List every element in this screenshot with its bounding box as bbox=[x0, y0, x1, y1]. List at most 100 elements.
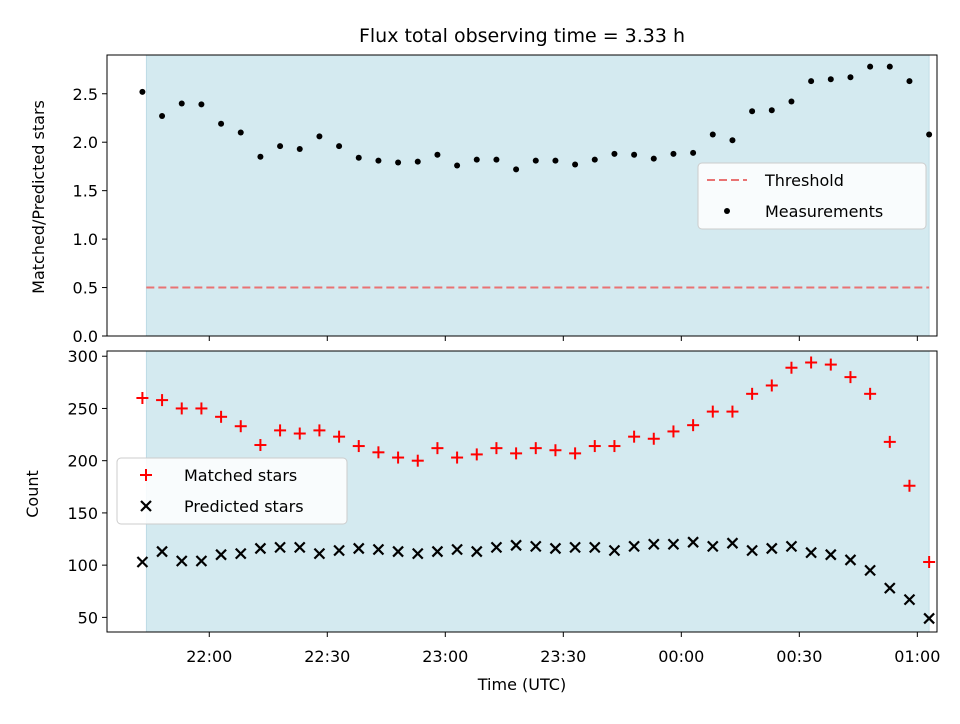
matched-stars-point bbox=[313, 424, 326, 437]
matched-stars-point bbox=[687, 419, 700, 432]
top-legend: Threshold Measurements bbox=[697, 162, 927, 230]
predicted-stars-point bbox=[667, 538, 680, 551]
predicted-stars-point bbox=[687, 536, 699, 548]
measurement-point bbox=[572, 161, 579, 168]
matched-stars-point bbox=[667, 425, 680, 438]
matched-stars-point bbox=[175, 402, 188, 415]
matched-stars-point bbox=[647, 432, 660, 445]
x-axis-label: Time (UTC) bbox=[477, 675, 566, 694]
matched-stars-point bbox=[431, 442, 444, 455]
measurement-point bbox=[650, 155, 657, 162]
measurement-point bbox=[395, 159, 402, 166]
matched-stars-point bbox=[608, 440, 621, 453]
matched-stars-point bbox=[274, 424, 287, 437]
predicted-stars-point bbox=[510, 539, 522, 552]
predicted-stars-point bbox=[234, 547, 247, 560]
measurement-point bbox=[827, 76, 834, 83]
predicted-stars-point bbox=[293, 541, 306, 554]
legend-swatch bbox=[724, 208, 730, 214]
predicted-stars-point bbox=[825, 548, 837, 561]
measurement-point bbox=[690, 149, 697, 156]
matched-stars-point bbox=[569, 447, 582, 460]
y-tick-label: 300 bbox=[67, 347, 98, 366]
y-tick-label: 1.5 bbox=[73, 182, 98, 201]
matched-stars-point bbox=[352, 440, 365, 453]
x-tick-label: 00:30 bbox=[776, 647, 822, 666]
predicted-stars-point bbox=[785, 540, 798, 553]
predicted-stars-point bbox=[431, 545, 444, 558]
matched-stars-point bbox=[805, 356, 818, 369]
matched-stars-point bbox=[824, 358, 837, 371]
matched-stars-point bbox=[156, 394, 169, 407]
matched-stars-point bbox=[746, 387, 759, 400]
matched-stars-point bbox=[392, 451, 405, 464]
measurement-point bbox=[159, 113, 166, 120]
y-tick-label: 50 bbox=[78, 608, 98, 627]
predicted-stars-point bbox=[470, 545, 483, 558]
predicted-stars-point bbox=[451, 543, 463, 556]
legend-label: Threshold bbox=[764, 171, 844, 190]
x-tick-label: 23:30 bbox=[540, 647, 586, 666]
x-tick-label: 23:00 bbox=[422, 647, 468, 666]
measurement-point bbox=[926, 131, 933, 138]
measurement-point bbox=[434, 151, 441, 158]
y-tick-label: 200 bbox=[67, 452, 98, 471]
matched-stars-point bbox=[254, 439, 267, 452]
legend-label: Predicted stars bbox=[184, 497, 304, 516]
legend-label: Measurements bbox=[765, 202, 883, 221]
measurement-point bbox=[749, 108, 756, 115]
measurement-point bbox=[454, 162, 461, 169]
chart-title: Flux total observing time = 3.33 h bbox=[359, 25, 685, 47]
measurement-point bbox=[532, 157, 539, 164]
predicted-stars-point bbox=[569, 541, 581, 554]
y-tick-label: 2.5 bbox=[73, 85, 98, 104]
matched-stars-point bbox=[844, 371, 857, 384]
predicted-stars-point bbox=[254, 542, 267, 555]
matched-stars-point bbox=[923, 556, 936, 569]
matched-stars-point bbox=[451, 451, 464, 464]
measurement-point bbox=[591, 156, 598, 163]
y-tick-label: 100 bbox=[67, 556, 98, 575]
measurement-point bbox=[257, 153, 264, 160]
matched-stars-point bbox=[234, 420, 247, 433]
measurement-point bbox=[355, 154, 362, 161]
matched-stars-point bbox=[293, 427, 306, 440]
measurement-point bbox=[729, 137, 736, 144]
measurement-point bbox=[847, 74, 854, 81]
bottom-y-axis-label: Count bbox=[23, 470, 42, 518]
matched-stars-point bbox=[588, 440, 601, 453]
measurement-point bbox=[316, 133, 323, 140]
matched-stars-point bbox=[549, 444, 562, 457]
axes-frame bbox=[106, 350, 938, 633]
predicted-stars-point bbox=[844, 554, 857, 566]
x-tick-label: 22:30 bbox=[304, 647, 350, 666]
measurement-point bbox=[414, 158, 421, 165]
measurement-point bbox=[178, 100, 185, 107]
legend-box bbox=[116, 457, 348, 525]
predicted-stars-point bbox=[313, 547, 326, 560]
predicted-stars-point bbox=[864, 564, 876, 577]
predicted-stars-point bbox=[175, 555, 188, 567]
predicted-stars-point bbox=[923, 612, 935, 625]
top-y-axis-label: Matched/Predicted stars bbox=[29, 100, 48, 294]
measurement-point bbox=[867, 63, 874, 70]
matched-stars-point bbox=[411, 454, 424, 467]
predicted-stars-point bbox=[392, 545, 404, 558]
measurement-point bbox=[886, 63, 893, 70]
matched-stars-point bbox=[510, 447, 523, 460]
legend-swatch bbox=[140, 469, 152, 481]
matched-stars-point bbox=[864, 387, 877, 400]
matched-stars-point bbox=[726, 405, 739, 418]
predicted-stars-point bbox=[195, 555, 208, 567]
bottom-legend: Matched stars Predicted stars bbox=[116, 457, 348, 525]
y-tick-label: 0.5 bbox=[73, 279, 98, 298]
legend-box bbox=[697, 162, 927, 230]
measurement-point bbox=[768, 107, 775, 114]
measurement-point bbox=[336, 143, 343, 150]
measurement-point bbox=[808, 78, 815, 85]
matched-stars-point bbox=[215, 410, 228, 423]
predicted-stars-point bbox=[529, 540, 542, 553]
measurement-point bbox=[513, 166, 520, 173]
matched-stars-point bbox=[372, 446, 385, 459]
matched-stars-point bbox=[628, 430, 641, 443]
